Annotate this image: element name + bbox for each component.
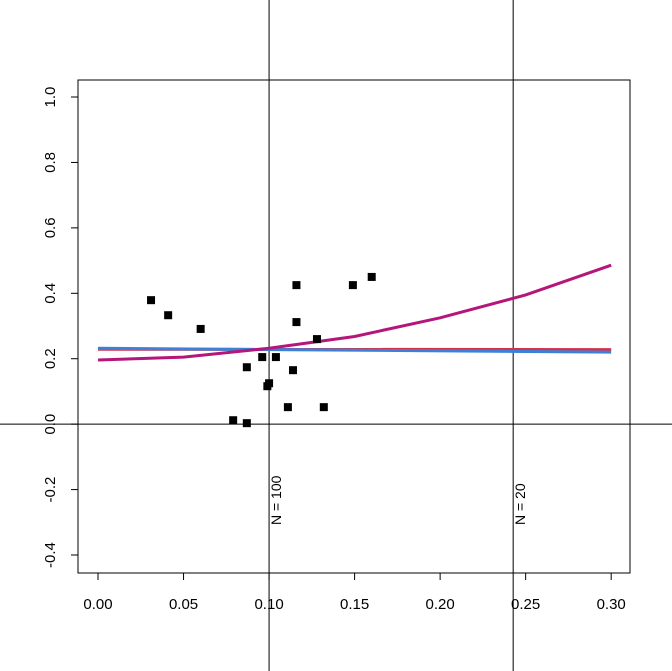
x-tick-label: 0.00: [83, 596, 112, 613]
y-tick-label: -0.2: [42, 477, 59, 503]
x-tick-label: 0.05: [169, 596, 198, 613]
x-tick-label: 0.20: [426, 596, 455, 613]
plot-frame: [77, 79, 631, 574]
line: [97, 263, 612, 362]
point: [164, 311, 173, 320]
y-tick-label: 0.4: [42, 283, 59, 304]
point: [242, 363, 251, 372]
reference-label: N = 20: [512, 483, 528, 525]
point: [348, 281, 357, 290]
point: [265, 379, 274, 388]
point: [242, 419, 251, 428]
point: [229, 416, 238, 425]
point: [289, 366, 298, 375]
y-tick-label: 1.0: [42, 87, 59, 108]
y-tick-label: -0.4: [42, 542, 59, 568]
point: [319, 403, 328, 412]
point: [367, 272, 376, 281]
y-tick-label: 0.2: [42, 348, 59, 369]
point: [147, 296, 156, 305]
point: [271, 353, 280, 362]
x-tick-label: 0.15: [340, 596, 369, 613]
point: [258, 353, 267, 362]
x-tick-label: 0.30: [597, 596, 626, 613]
point: [283, 403, 292, 412]
point: [312, 335, 321, 344]
x-tick-label: 0.25: [511, 596, 540, 613]
point: [292, 318, 301, 327]
point: [292, 281, 301, 290]
y-tick-label: 0.8: [42, 152, 59, 173]
line: [98, 346, 612, 354]
point: [196, 324, 205, 333]
y-tick-label: 0.6: [42, 217, 59, 238]
reference-label: N = 100: [268, 475, 284, 525]
